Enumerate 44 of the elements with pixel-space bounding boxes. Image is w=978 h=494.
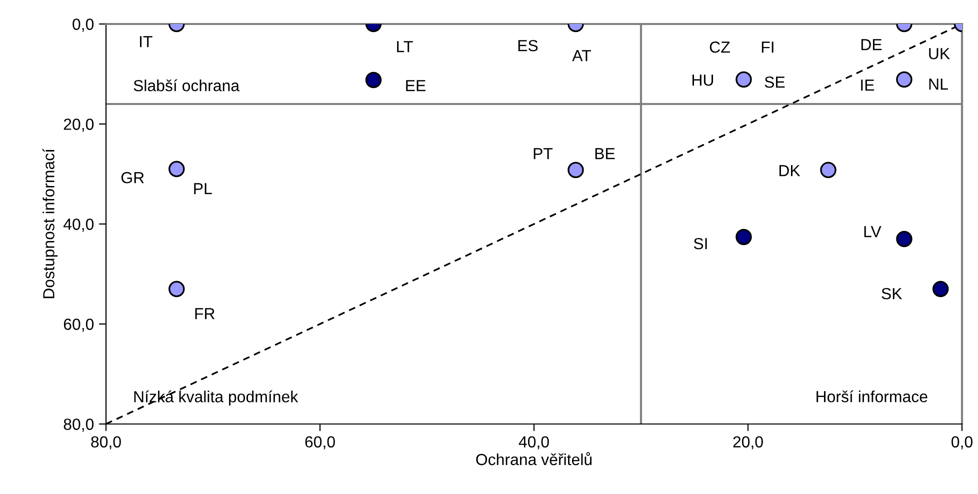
annotation: FR [195,308,215,320]
x-tick-label: 20,0 [733,436,763,450]
annotation: FI [762,42,774,53]
annotation: SE [764,76,785,88]
x-tick-label: 80,0 [91,436,121,450]
y-tick-label: 40,0 [63,218,94,232]
annotation: AT [572,50,591,62]
annotation: DE [861,39,882,50]
y-tick-label: 60,0 [64,318,94,332]
annotation: SK [882,288,902,300]
annotation: PT [534,148,553,160]
annotation: IT [140,36,152,48]
point [932,280,949,298]
annotation: SI [694,238,707,250]
x-tick-label: 60,0 [305,436,335,450]
x-tick-label: 40,0 [518,436,549,450]
y-tick-label: 80,0 [64,418,94,432]
point [896,230,912,248]
annotation: UK [929,48,950,60]
annotation: PL [194,183,212,194]
point [568,162,584,178]
annotation: Horší informace [816,390,928,402]
annotation: GR [121,172,144,184]
point [168,280,185,298]
annotation: IE [861,80,874,91]
annotation: LT [397,41,413,52]
annotation: Slabší ochrana [134,79,240,92]
annotation: DK [779,165,800,176]
y-tick-label: 0,0 [72,18,94,32]
x-axis-title: Ochrana věřitelů [476,452,592,466]
annotation: NL [929,78,948,90]
point [820,162,836,178]
annotation: Nízká kvalita podmínek [134,390,298,406]
point [168,160,185,178]
x-tick-label: 0,0 [952,436,972,450]
y-axis-title: Dostupnost informací [42,148,58,298]
annotation: HU [692,74,714,86]
annotation: LV [864,226,882,238]
annotation: CZ [710,41,730,53]
annotation: ES [518,40,538,52]
annotation: EE [406,80,426,92]
y-tick-label: 20,0 [64,118,94,132]
annotation: BE [595,148,615,160]
point [736,228,752,246]
